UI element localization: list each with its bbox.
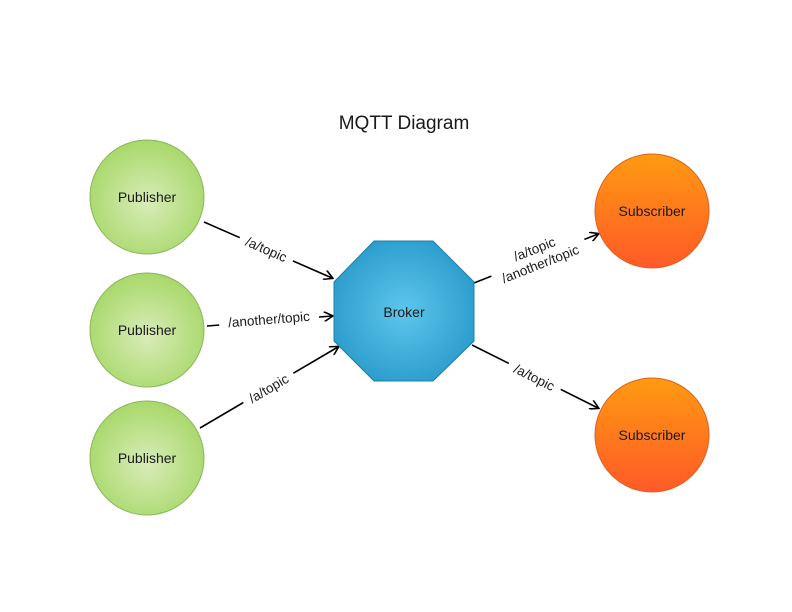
publisher-node-2: Publisher [89,272,205,388]
edge-label-publisher-1: /a/topic [243,234,289,265]
publisher-label-3: Publisher [118,450,177,466]
subscriber-label-2: Subscriber [619,427,686,443]
broker-label: Broker [383,304,425,320]
subscriber-node-1: Subscriber [594,153,710,269]
publisher-label-1: Publisher [118,189,177,205]
subscriber-node-2: Subscriber [594,377,710,493]
publisher-label-2: Publisher [118,322,177,338]
publisher-node-3: Publisher [89,400,205,516]
diagram-title: MQTT Diagram [339,113,470,134]
edge-label-publisher-2: /another/topic [228,309,311,331]
publisher-node-1: Publisher [89,139,205,255]
edge-label-subscriber-2: /a/topic [511,361,557,394]
subscriber-label-1: Subscriber [619,203,686,219]
broker-node: Broker [333,240,475,382]
